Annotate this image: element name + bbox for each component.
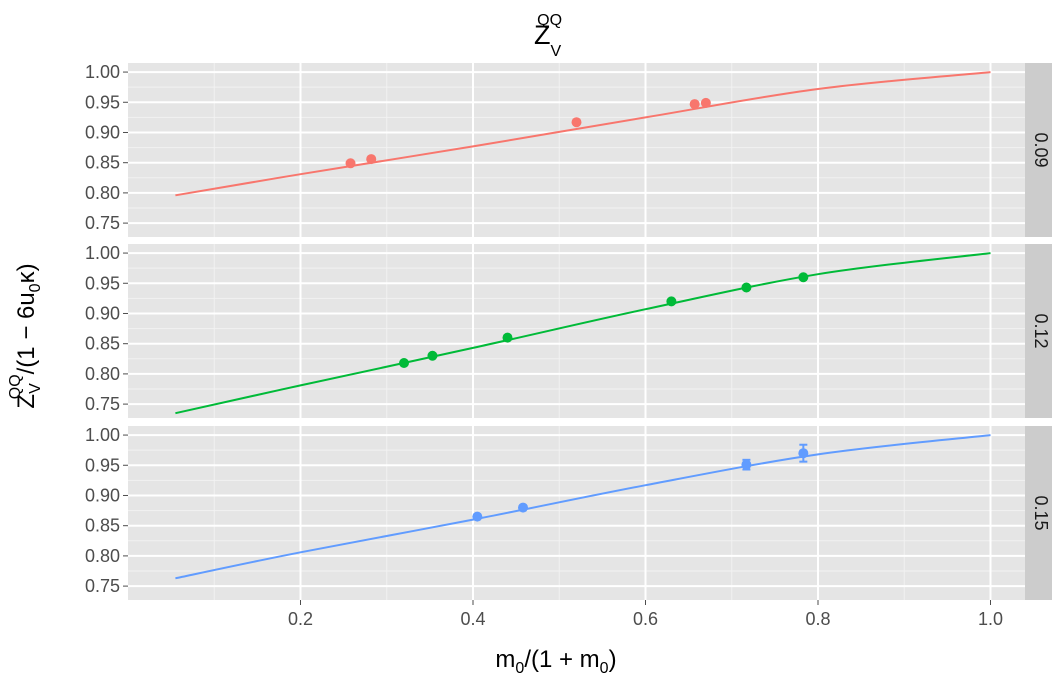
y-tick-label: 0.75 <box>85 213 120 233</box>
y-axis-title: ZVQQ/(1 − 6u0κ) <box>7 263 44 408</box>
y-tick-label: 0.80 <box>85 183 120 203</box>
panel-background <box>128 426 1025 600</box>
y-tick-label: 0.95 <box>85 455 120 475</box>
y-tick-label: 1.00 <box>85 243 120 263</box>
data-point <box>571 117 582 128</box>
data-point <box>700 97 711 108</box>
panel-0.12: 0.75 0.80 0.85 0.90 0.95 1.00 0.12 <box>85 243 1052 418</box>
y-tick-label: 0.85 <box>85 153 120 173</box>
data-point <box>741 282 752 293</box>
y-tick-label: 0.95 <box>85 273 120 293</box>
y-tick-label: 0.95 <box>85 92 120 112</box>
y-tick-label: 0.75 <box>85 576 120 596</box>
facet-strip <box>1025 426 1052 600</box>
fit-line <box>175 252 991 415</box>
data-point <box>798 272 809 283</box>
data-point <box>427 350 438 361</box>
panel-0.15: 0.75 0.80 0.85 0.90 0.95 1.00 0.15 <box>85 425 1052 600</box>
data-point <box>366 154 377 165</box>
data-point <box>345 158 356 169</box>
data-point <box>666 296 677 307</box>
panels: 0.75 0.80 0.85 0.90 0.95 1.00 0.09 0.75 0.80 0.85… <box>85 62 1052 600</box>
data-point <box>472 511 483 522</box>
y-tick-label: 0.80 <box>85 364 120 384</box>
y-tick-label: 0.85 <box>85 334 120 354</box>
data-point <box>798 448 809 459</box>
facet-strip-label: 0.15 <box>1031 495 1051 530</box>
title-sup: QQ <box>537 12 562 29</box>
title-sub: V <box>550 43 561 60</box>
x-tick-label: 0.2 <box>288 609 313 629</box>
facet-strip <box>1025 244 1052 418</box>
y-tick-label: 0.85 <box>85 516 120 536</box>
x-axis-title: m0/(1 + m0) <box>495 646 616 677</box>
panel-0.09: 0.75 0.80 0.85 0.90 0.95 1.00 0.09 <box>85 62 1052 237</box>
x-tick-label: 0.6 <box>633 609 658 629</box>
facet-strip-label: 0.09 <box>1031 132 1051 167</box>
data-point <box>689 99 700 110</box>
facet-strip-label: 0.12 <box>1031 313 1051 348</box>
data-point <box>502 332 513 343</box>
panel-background <box>128 63 1025 237</box>
chart-title: ZV QQ <box>534 12 562 60</box>
y-tick-label: 0.90 <box>85 122 120 142</box>
data-point <box>741 459 752 470</box>
y-tick-label: 0.90 <box>85 303 120 323</box>
x-tick-label: 1.0 <box>978 609 1003 629</box>
y-tick-label: 0.80 <box>85 546 120 566</box>
data-point <box>399 358 409 369</box>
facet-strip <box>1025 63 1052 237</box>
fit-line <box>175 434 991 580</box>
y-tick-label: 1.00 <box>85 62 120 82</box>
panel-background <box>128 244 1025 418</box>
y-tick-label: 0.75 <box>85 394 120 414</box>
fit-line <box>175 71 991 197</box>
y-tick-label: 0.90 <box>85 485 120 505</box>
x-tick-label: 0.8 <box>805 609 830 629</box>
x-tick-label: 0.4 <box>460 609 485 629</box>
x-axis: 0.2 0.4 0.6 0.8 1.0 <box>288 600 1003 629</box>
y-tick-label: 1.00 <box>85 425 120 445</box>
data-point <box>518 502 529 513</box>
title-main: Z <box>534 20 551 50</box>
